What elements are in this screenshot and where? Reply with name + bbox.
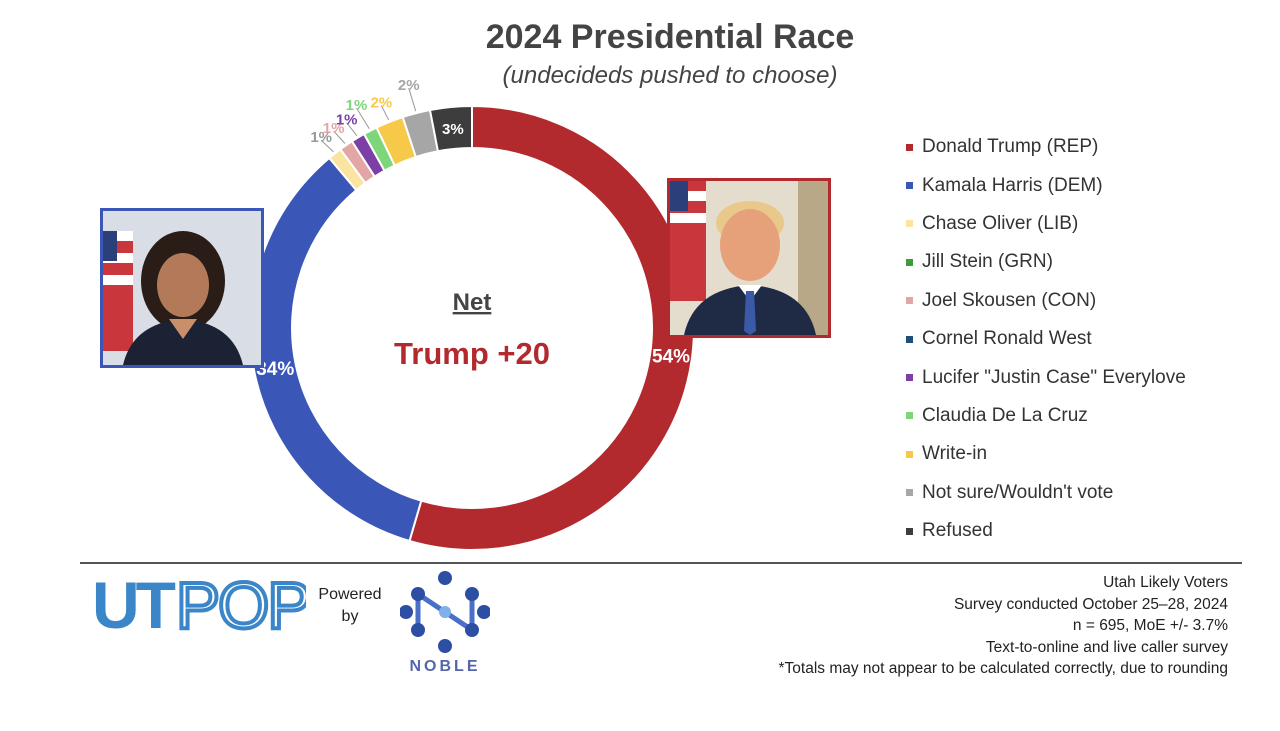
legend-swatch xyxy=(906,335,913,343)
net-value: Trump +20 xyxy=(394,336,550,371)
legend-item-notsure: Not sure/Wouldn't vote xyxy=(906,474,1186,512)
chart-subtitle: (undecideds pushed to choose) xyxy=(502,62,838,89)
legend-item-writein: Write-in xyxy=(906,435,1186,473)
legend-item-delacruz: Claudia De La Cruz xyxy=(906,397,1186,435)
legend-label: Claudia De La Cruz xyxy=(922,404,1088,426)
legend-label: Cornel Ronald West xyxy=(922,328,1092,350)
svg-text:UT: UT xyxy=(92,572,176,634)
callout-line xyxy=(380,105,390,121)
legend-item-trump: Donald Trump (REP) xyxy=(906,128,1186,166)
legend-swatch xyxy=(906,412,913,420)
legend-label: Refused xyxy=(922,520,993,542)
legend-item-stein: Jill Stein (GRN) xyxy=(906,243,1186,281)
net-label: Net xyxy=(453,289,492,316)
footer-divider xyxy=(80,562,1242,564)
noble-logo-icon xyxy=(400,571,490,653)
noble-wordmark: NOBLE xyxy=(409,658,481,675)
slice-label: 1% xyxy=(310,129,332,146)
svg-text:POP: POP xyxy=(176,572,306,634)
callout-line xyxy=(320,139,334,153)
footer-line: n = 695, MoE +/- 3.7% xyxy=(1072,617,1228,634)
legend-swatch xyxy=(906,143,913,151)
legend-swatch xyxy=(906,450,913,458)
legend-label: Joel Skousen (CON) xyxy=(922,289,1097,311)
slice-label: 1% xyxy=(323,120,345,137)
callout-line xyxy=(346,122,358,137)
legend-label: Lucifer "Justin Case" Everylove xyxy=(922,366,1186,388)
chart-title: 2024 Presidential Race xyxy=(485,18,855,56)
donut-slice-10 xyxy=(428,104,473,153)
legend-swatch xyxy=(906,374,913,382)
slice-label: 3% xyxy=(442,121,464,138)
legend-label: Not sure/Wouldn't vote xyxy=(922,481,1114,503)
legend-label: Chase Oliver (LIB) xyxy=(922,212,1079,234)
footer-line: Text-to-online and live caller survey xyxy=(985,638,1228,656)
utpop-logo: UT POP xyxy=(92,572,306,634)
legend-swatch xyxy=(906,182,913,190)
slice-label: 34% xyxy=(256,359,294,380)
harris-photo xyxy=(100,208,264,368)
legend-item-refused: Refused xyxy=(906,512,1186,550)
legend-label: Jill Stein (GRN) xyxy=(922,251,1053,273)
legend-swatch xyxy=(906,258,913,266)
callout-line xyxy=(408,87,417,112)
slice-label: 54% xyxy=(652,347,690,368)
footer-line: *Totals may not appear to be calculated … xyxy=(778,660,1228,677)
legend-swatch xyxy=(906,220,913,228)
legend-item-oliver: Chase Oliver (LIB) xyxy=(906,205,1186,243)
legend-item-harris: Kamala Harris (DEM) xyxy=(906,166,1186,204)
survey-notes: Utah Likely Voters Survey conducted Octo… xyxy=(779,572,1228,680)
trump-photo xyxy=(667,178,831,338)
legend-label: Donald Trump (REP) xyxy=(922,136,1099,158)
legend-item-skousen: Joel Skousen (CON) xyxy=(906,282,1186,320)
legend-item-everylove: Lucifer "Justin Case" Everylove xyxy=(906,358,1186,396)
footer-line: Survey conducted October 25–28, 2024 xyxy=(953,595,1228,613)
legend-swatch xyxy=(906,297,913,305)
powered-by-text: Powered by xyxy=(318,586,382,625)
slice-label: 1% xyxy=(346,97,368,114)
donut-slice-0 xyxy=(408,104,695,551)
legend-swatch xyxy=(906,527,913,535)
slice-label: 1% xyxy=(336,112,358,129)
legend-label: Write-in xyxy=(922,443,988,465)
footer-line: Utah Likely Voters xyxy=(1103,574,1228,591)
chart-legend: Donald Trump (REP) Kamala Harris (DEM) C… xyxy=(906,128,1186,550)
slice-label: 2% xyxy=(370,94,392,111)
legend-item-west: Cornel Ronald West xyxy=(906,320,1186,358)
slice-label: 2% xyxy=(398,77,420,94)
callout-line xyxy=(333,130,346,144)
legend-label: Kamala Harris (DEM) xyxy=(922,174,1103,196)
callout-line xyxy=(356,107,370,130)
legend-swatch xyxy=(906,489,913,497)
